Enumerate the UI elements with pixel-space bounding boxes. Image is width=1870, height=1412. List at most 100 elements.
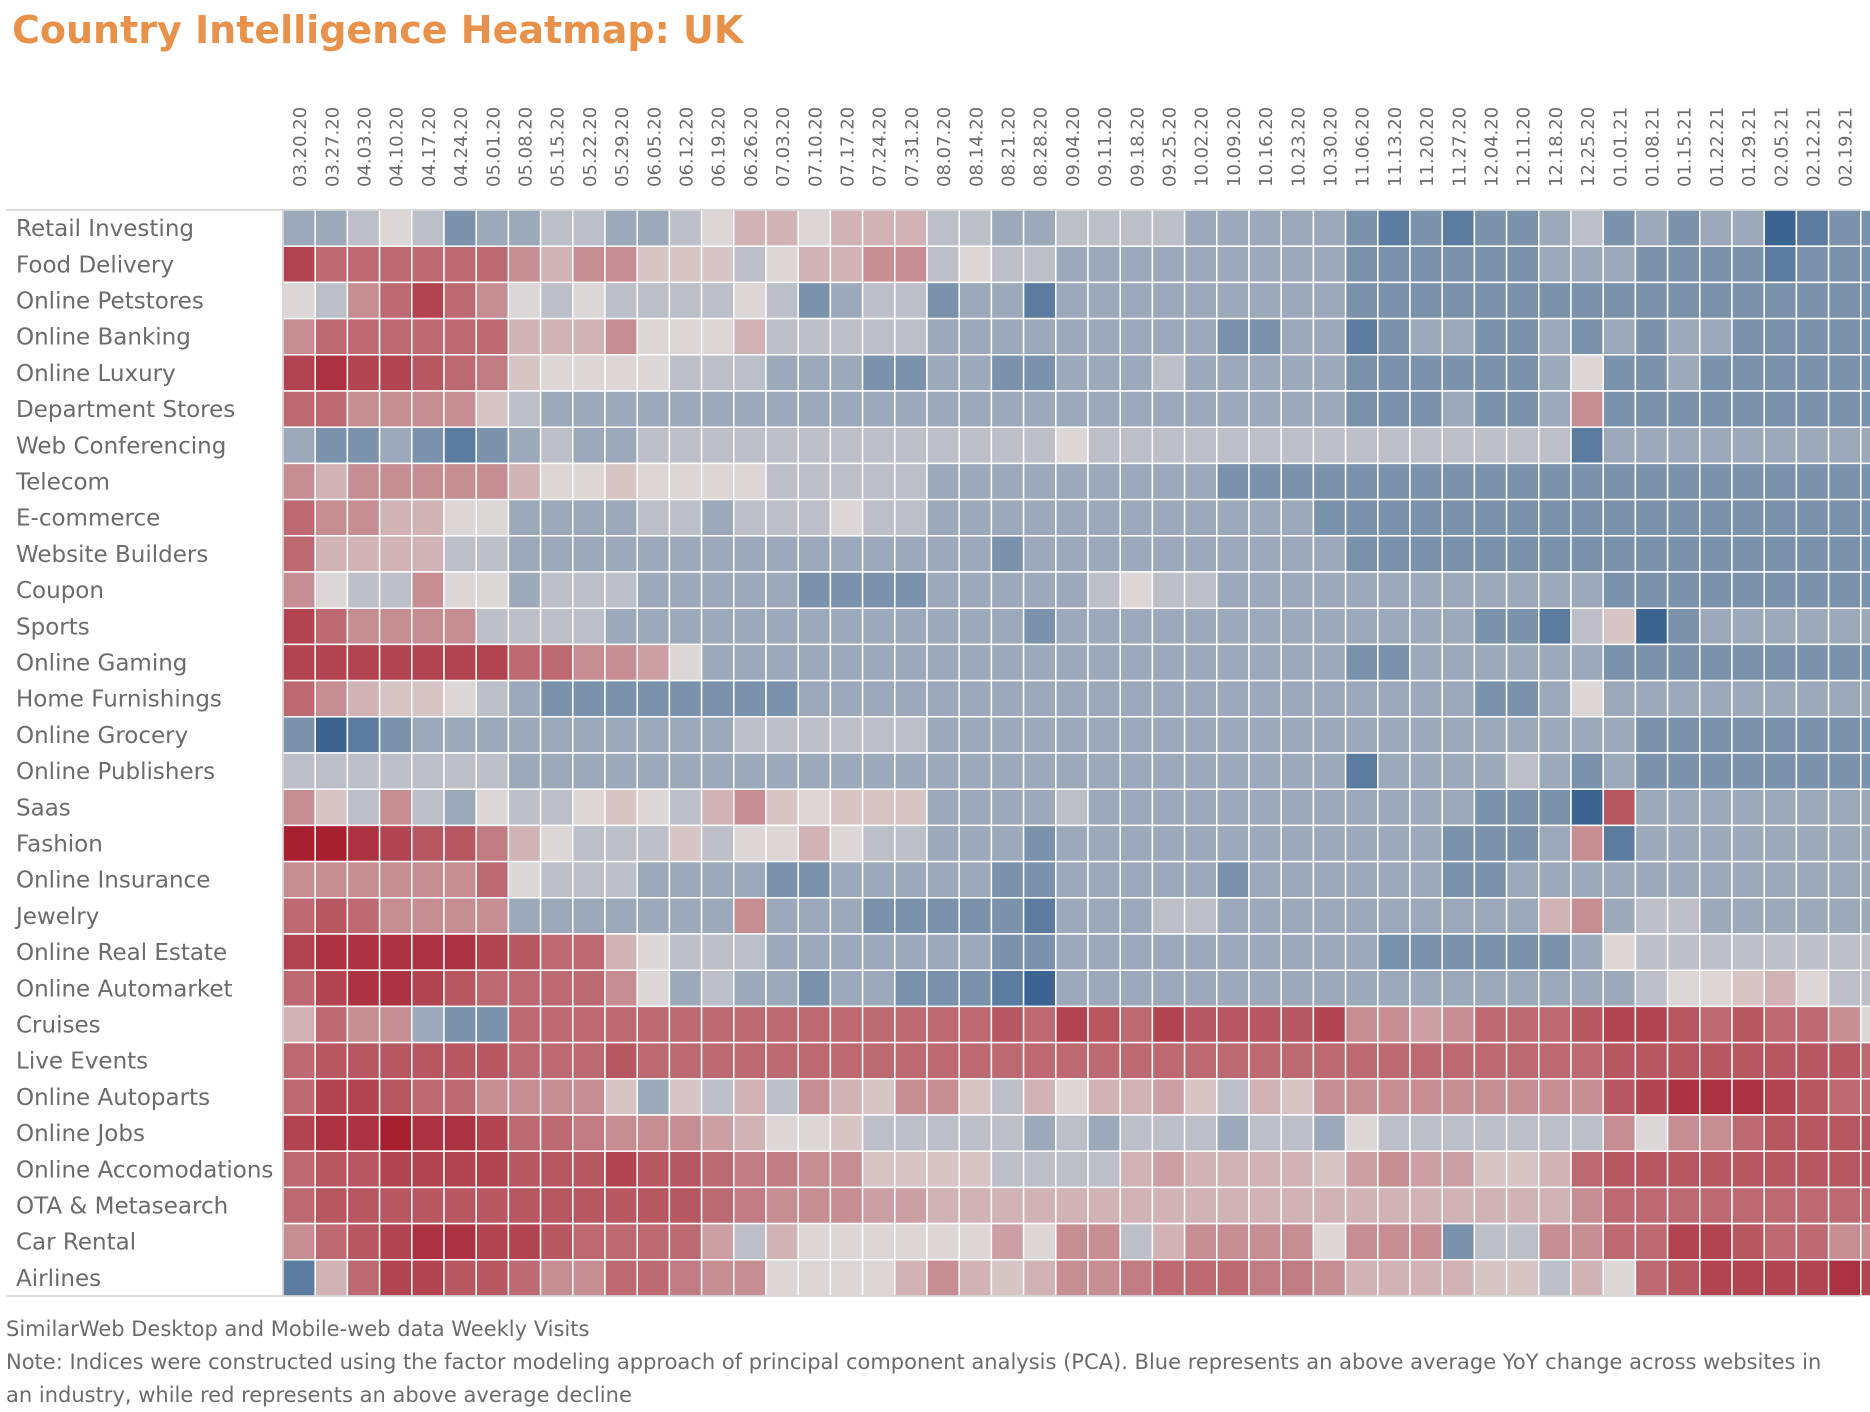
heatmap-cell xyxy=(1473,462,1508,501)
heatmap-cell xyxy=(1119,607,1154,646)
heatmap-cell xyxy=(829,607,864,646)
heatmap-cell xyxy=(1441,788,1476,827)
heatmap-cell xyxy=(443,426,477,465)
heatmap-cell xyxy=(861,498,896,537)
heatmap-cell xyxy=(668,897,703,935)
heatmap-cell xyxy=(1570,209,1604,247)
heatmap-cell xyxy=(829,245,864,284)
heatmap-cell xyxy=(1280,752,1315,790)
heatmap-cell xyxy=(958,679,993,718)
heatmap-cell xyxy=(1344,969,1379,1008)
heatmap-cell xyxy=(636,1041,671,1080)
heatmap-cell xyxy=(1473,535,1508,573)
heatmap-cell xyxy=(604,1186,638,1225)
heatmap-chart: 03.20.20 03.27.20 04.03.20 04.10.20 04.17.20… xyxy=(6,107,1870,1297)
heatmap-cell xyxy=(314,571,349,609)
heatmap-cell xyxy=(1570,1222,1604,1261)
heatmap-cell xyxy=(1280,462,1315,501)
heatmap-cell xyxy=(1248,571,1282,609)
heatmap-cell xyxy=(1763,426,1798,465)
heatmap-cell xyxy=(1216,643,1250,682)
heatmap-cell xyxy=(1860,643,1870,682)
heatmap-cell xyxy=(1795,716,1830,754)
heatmap-cell xyxy=(1731,752,1765,790)
heatmap-cell xyxy=(1280,1186,1315,1225)
heatmap-cell xyxy=(314,716,349,754)
heatmap-cell xyxy=(1538,1114,1572,1152)
heatmap-cell xyxy=(1634,317,1669,356)
heatmap-cell xyxy=(958,426,993,465)
heatmap-cell xyxy=(765,462,799,501)
heatmap-cell xyxy=(1280,390,1315,428)
heatmap-cell xyxy=(926,607,960,646)
heatmap-cell xyxy=(282,788,316,827)
heatmap-cell xyxy=(958,860,993,899)
heatmap-cell xyxy=(990,643,1025,682)
heatmap-cell xyxy=(926,1114,960,1152)
heatmap-cell xyxy=(1087,426,1121,465)
heatmap-cell xyxy=(1216,426,1250,465)
heatmap-cell xyxy=(1119,462,1154,501)
heatmap-cell xyxy=(1248,498,1282,537)
heatmap-cell xyxy=(1763,390,1798,428)
heatmap-cell xyxy=(314,788,349,827)
heatmap-cell xyxy=(668,969,703,1008)
heatmap-cell xyxy=(894,462,928,501)
heatmap-cell xyxy=(1731,245,1765,284)
heatmap-cell xyxy=(1183,679,1218,718)
heatmap-cell xyxy=(1860,535,1870,573)
heatmap-cell xyxy=(1860,317,1870,356)
heatmap-cell xyxy=(668,498,703,537)
heatmap-cell xyxy=(1022,498,1057,537)
heatmap-cell xyxy=(1441,390,1476,428)
heatmap-cell xyxy=(378,209,413,247)
heatmap-cell xyxy=(1473,860,1508,899)
heatmap-cell xyxy=(1022,1114,1057,1152)
x-tick-label: 11.27.20 xyxy=(1449,107,1470,187)
heatmap-cell xyxy=(475,1005,510,1044)
heatmap-cell xyxy=(894,317,928,356)
heatmap-cell xyxy=(700,535,735,573)
heatmap-cell xyxy=(475,933,510,971)
heatmap-cell xyxy=(1570,462,1604,501)
x-tick-label: 02.05.21 xyxy=(1771,107,1792,187)
heatmap-cell xyxy=(1022,1259,1057,1297)
heatmap-cell xyxy=(475,1150,510,1189)
heatmap-cell xyxy=(733,1222,767,1261)
heatmap-cell xyxy=(346,607,381,646)
heatmap-cell xyxy=(1860,1041,1870,1080)
heatmap-cell xyxy=(1763,571,1798,609)
heatmap-cell xyxy=(378,1005,413,1044)
heatmap-cell xyxy=(894,1078,928,1116)
heatmap-cell xyxy=(990,788,1025,827)
heatmap-cell xyxy=(1087,897,1121,935)
heatmap-cell xyxy=(572,390,606,428)
heatmap-cell xyxy=(894,498,928,537)
heatmap-cell xyxy=(1344,788,1379,827)
heatmap-cell xyxy=(1570,1150,1604,1189)
heatmap-cell xyxy=(1731,824,1765,863)
heatmap-cell xyxy=(1570,245,1604,284)
heatmap-cell xyxy=(1505,354,1540,392)
heatmap-cell xyxy=(411,209,445,247)
heatmap-cell xyxy=(282,498,316,537)
heatmap-cell xyxy=(1055,860,1089,899)
heatmap-cell xyxy=(411,860,445,899)
heatmap-cell xyxy=(700,1186,735,1225)
heatmap-cell xyxy=(1699,788,1733,827)
heatmap-cell xyxy=(1505,1259,1540,1297)
heatmap-cell xyxy=(572,752,606,790)
heatmap-cell xyxy=(1022,1078,1057,1116)
heatmap-cell xyxy=(1795,1186,1830,1225)
heatmap-cell xyxy=(346,535,381,573)
heatmap-cell xyxy=(1731,209,1765,247)
heatmap-cell xyxy=(1151,535,1186,573)
heatmap-cell xyxy=(958,1041,993,1080)
heatmap-cell xyxy=(765,860,799,899)
heatmap-cell xyxy=(1827,426,1862,465)
heatmap-cell xyxy=(1441,1114,1476,1152)
heatmap-cell xyxy=(958,354,993,392)
heatmap-cell xyxy=(1022,1150,1057,1189)
heatmap-cell xyxy=(572,1114,606,1152)
heatmap-cell xyxy=(1570,643,1604,682)
